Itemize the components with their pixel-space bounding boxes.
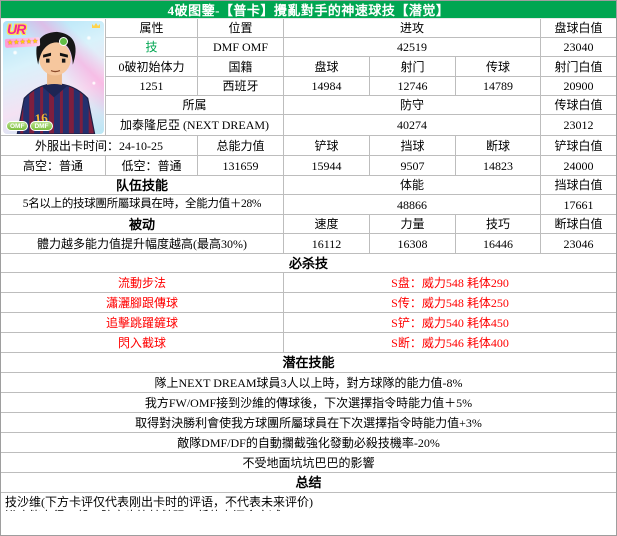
passive-header-cell: 被动: [1, 215, 284, 234]
init-stamina-value-cell: 1251: [106, 77, 198, 96]
block-label-cell: 挡球: [370, 136, 456, 156]
technique-value-cell: 16446: [456, 234, 541, 254]
card-art: 16 UR ★★★★★ OMF DMF: [3, 21, 104, 134]
shot-white-value-cell: 20900: [541, 77, 616, 96]
summary-line-2: 进攻能力很一般，防守也比较勉强，低体力还会衰减；: [5, 509, 293, 511]
potential-line-3: 取得對決勝利會使我方球團所屬球員在下次選擇指令時能力值+3%: [1, 413, 616, 433]
technique-label-cell: 技巧: [456, 215, 541, 234]
high-ball-cell: 高空：普通: [1, 156, 106, 176]
specials-header-cell: 必杀技: [1, 254, 616, 273]
pass-label-cell: 传球: [456, 57, 541, 77]
speed-value-cell: 16112: [284, 234, 370, 254]
mouth: [50, 69, 61, 73]
stats-grid: 16 UR ★★★★★ OMF DMF 属性 位置 进攻 盘球白值 技 DMF …: [1, 19, 616, 535]
level-badge-icon: [59, 37, 68, 46]
summary-header-cell: 总结: [1, 473, 616, 493]
intercept-value-cell: 14823: [456, 156, 541, 176]
pass-white-label-cell: 传球白值: [541, 96, 616, 115]
tackle-white-value-cell: 24000: [541, 156, 616, 176]
page-title: 4破图鑒-【普卡】攪亂對手的神速球技【潜觉】: [1, 1, 616, 19]
special-name-3: 追擊跳躍鏟球: [1, 313, 284, 333]
rarity-badge: UR: [7, 21, 26, 37]
neck: [47, 72, 62, 87]
defense-label-cell: 防守: [284, 96, 541, 115]
pass-value-cell: 14789: [456, 77, 541, 96]
special-effect-1: S盘：威力548 耗体290: [284, 273, 616, 293]
shot-white-label-cell: 射门白值: [541, 57, 616, 77]
special-name-2: 瀟灑腳跟傳球: [1, 293, 284, 313]
team-skill-header-cell: 队伍技能: [1, 176, 284, 195]
nationality-value-cell: 西班牙: [198, 77, 284, 96]
special-effect-2: S传：威力548 耗体250: [284, 293, 616, 313]
attack-value-cell: 42519: [284, 38, 541, 57]
potentials-header-cell: 潜在技能: [1, 353, 616, 373]
dribble-white-value-cell: 23040: [541, 38, 616, 57]
special-name-1: 流動步法: [1, 273, 284, 293]
shot-label-cell: 射门: [370, 57, 456, 77]
eyebrow-left: [43, 52, 52, 58]
attr-label-cell: 属性: [106, 19, 198, 38]
eye-left: [46, 58, 50, 63]
total-power-value-cell: 131659: [198, 156, 284, 176]
total-power-label-cell: 总能力值: [198, 136, 284, 156]
position-badges: OMF DMF: [6, 121, 53, 131]
position-badge-dmf: DMF: [30, 121, 53, 131]
block-white-value-cell: 17661: [541, 195, 616, 215]
tackle-white-label-cell: 铲球白值: [541, 136, 616, 156]
release-date-cell: 外服出卡时间：24-10-25: [1, 136, 198, 156]
low-ball-cell: 低空：普通: [106, 156, 198, 176]
stamina-value-cell: 48866: [284, 195, 541, 215]
intercept-white-label-cell: 断球白值: [541, 215, 616, 234]
speed-label-cell: 速度: [284, 215, 370, 234]
position-label-cell: 位置: [198, 19, 284, 38]
block-white-label-cell: 挡球白值: [541, 176, 616, 195]
position-badge-omf: OMF: [6, 121, 29, 131]
summary-block: 技沙维(下方卡评仅代表刚出卡时的评语，不代表未来评价) 进攻能力很一般，防守也比…: [1, 493, 616, 511]
collar: [42, 83, 67, 98]
position-value-cell: DMF OMF: [198, 38, 284, 57]
init-stamina-label-cell: 0破初始体力: [106, 57, 198, 77]
special-effect-3: S铲：威力540 耗体450: [284, 313, 616, 333]
defense-value-cell: 40274: [284, 115, 541, 136]
intercept-label-cell: 断球: [456, 136, 541, 156]
crown-icon: [92, 23, 100, 28]
dribble-label-cell: 盘球: [284, 57, 370, 77]
special-effect-4: S断：威力546 耗体400: [284, 333, 616, 353]
attr-value-cell: 技: [106, 38, 198, 57]
dribble-white-label-cell: 盘球白值: [541, 19, 616, 38]
potential-line-5: 不受地面坑坑巴巴的影響: [1, 453, 616, 473]
face: [39, 41, 71, 76]
shot-value-cell: 12746: [370, 77, 456, 96]
star-rating: ★★★★★: [4, 37, 41, 48]
pass-white-value-cell: 23012: [541, 115, 616, 136]
potential-line-4: 敵隊DMF/DF的自動攔截強化發動必殺技機率-20%: [1, 433, 616, 453]
special-name-4: 閃入截球: [1, 333, 284, 353]
dribble-value-cell: 14984: [284, 77, 370, 96]
block-value-cell: 9507: [370, 156, 456, 176]
stamina-label-cell: 体能: [284, 176, 541, 195]
intercept-white-value-cell: 23046: [541, 234, 616, 254]
club-label-cell: 所属: [106, 96, 284, 115]
passive-value-cell: 體力越多能力值提升幅度越高(最高30%): [1, 234, 284, 254]
player-card: 16 UR ★★★★★ OMF DMF: [1, 19, 106, 136]
club-value-cell: 加泰隆尼亞 (NEXT DREAM): [106, 115, 284, 136]
attack-label-cell: 进攻: [284, 19, 541, 38]
tackle-value-cell: 15944: [284, 156, 370, 176]
potential-line-1: 隊上NEXT DREAM球員3人以上時，對方球隊的能力值-8%: [1, 373, 616, 393]
nationality-label-cell: 国籍: [198, 57, 284, 77]
team-skill-value-cell: 5名以上的技球團所屬球員在時，全能力值＋28%: [1, 195, 284, 215]
power-value-cell: 16308: [370, 234, 456, 254]
eyebrow-right: [59, 52, 68, 58]
eye-right: [61, 58, 66, 63]
potential-line-2: 我方FW/OMF接到沙維的傳球後，下次選擇指令時能力值＋5%: [1, 393, 616, 413]
summary-line-1: 技沙维(下方卡评仅代表刚出卡时的评语，不代表未来评价): [5, 495, 313, 509]
tackle-label-cell: 铲球: [284, 136, 370, 156]
power-label-cell: 力量: [370, 215, 456, 234]
